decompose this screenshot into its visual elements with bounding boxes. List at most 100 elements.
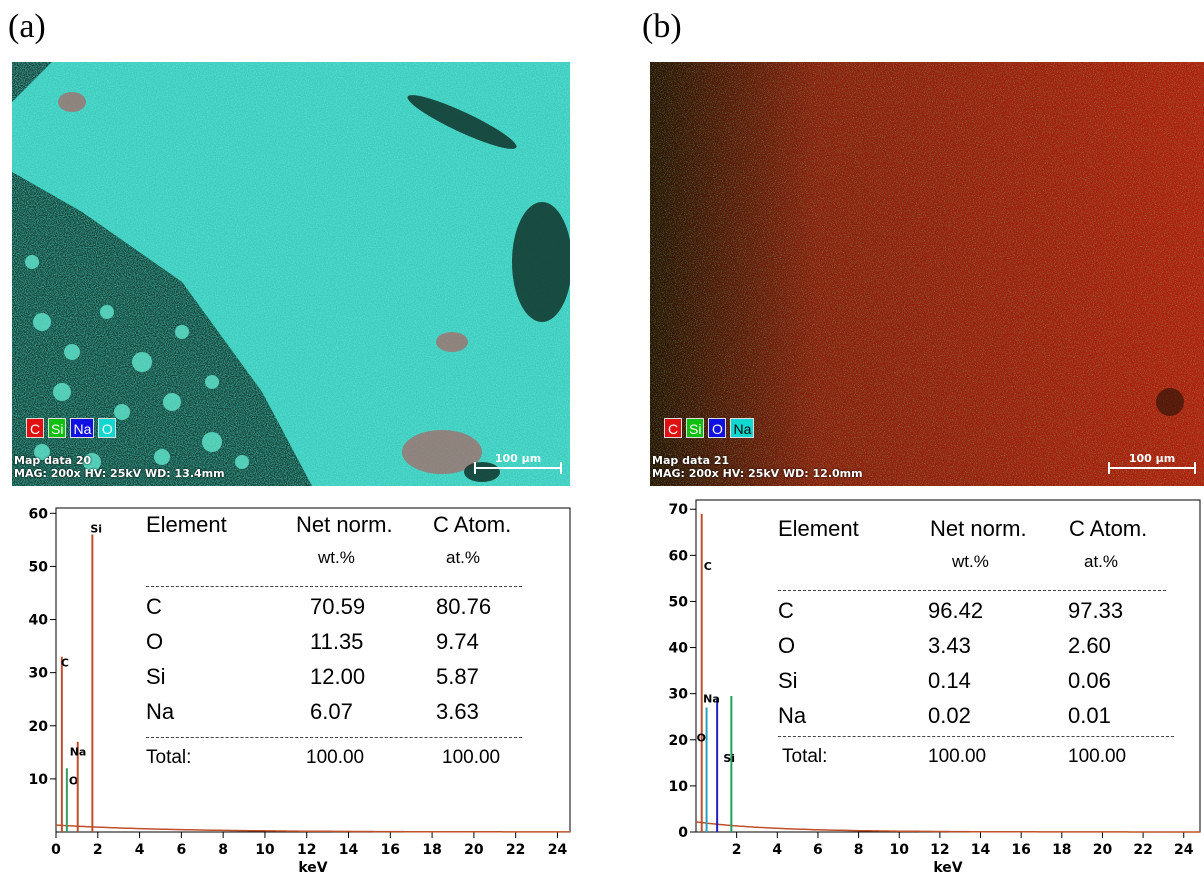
x-tick-label: 16 <box>381 842 400 858</box>
y-tick-label: 10 <box>29 772 49 788</box>
spectrum-a: 10 20 30 40 50 60 0 2 4 6 8 10 12 14 16 18 20 22 24 keV C O Na… <box>0 490 580 880</box>
panel-label-b: (b) <box>642 8 682 45</box>
col-unit-wt: wt.% <box>952 552 989 571</box>
table-divider-top <box>778 590 1166 591</box>
legend-swatch-o: O <box>98 418 117 438</box>
table-divider-bottom <box>146 737 522 738</box>
x-axis-label: keV <box>298 860 327 876</box>
total-at: 100.00 <box>442 747 501 768</box>
row-element: C <box>146 594 162 619</box>
row-at: 3.63 <box>436 699 479 724</box>
col-unit-at: at.% <box>446 548 481 567</box>
x-tick-label: 24 <box>1174 842 1194 858</box>
x-tick-label: 8 <box>854 842 864 858</box>
composition-table-a: Element Net norm. C Atom. wt.% at.% C 70.… <box>146 512 526 772</box>
row-element: Si <box>778 668 798 693</box>
eds-map-image-a <box>12 62 570 486</box>
peak-label: Si <box>90 523 102 536</box>
table-divider-bottom <box>778 736 1174 737</box>
peak-label: O <box>69 774 78 787</box>
y-tick-label: 10 <box>669 779 689 795</box>
total-at: 100.00 <box>1068 746 1127 767</box>
legend-swatch-si: Si <box>686 418 705 438</box>
row-at: 0.06 <box>1068 668 1111 693</box>
y-tick-label: 30 <box>669 687 689 703</box>
col-header-c-atom: C Atom. <box>1069 516 1148 541</box>
legend-swatch-c: C <box>26 418 44 438</box>
eds-map-b: C Si O Na Map data 21 MAG: 200x HV: 25kV… <box>650 62 1204 486</box>
y-tick-label: 40 <box>29 613 49 629</box>
table-divider-top <box>146 586 522 587</box>
row-at: 5.87 <box>436 664 479 689</box>
row-wt: 12.00 <box>310 664 366 689</box>
legend-swatch-o: O <box>708 418 727 438</box>
x-tick-label: 6 <box>176 842 186 858</box>
x-tick-label: 24 <box>548 842 568 858</box>
scale-bar-label: 100 µm <box>494 452 542 465</box>
row-wt: 0.14 <box>928 668 971 693</box>
x-tick-label: 14 <box>339 842 359 858</box>
row-wt: 6.07 <box>310 699 353 724</box>
peak-label: Na <box>703 692 720 705</box>
row-at: 80.76 <box>436 594 492 619</box>
col-header-element: Element <box>778 516 859 541</box>
total-wt: 100.00 <box>928 746 987 767</box>
map-info-b: Map data 21 MAG: 200x HV: 25kV WD: 12.0m… <box>652 454 863 480</box>
x-tick-label: 14 <box>971 842 991 858</box>
y-tick-label: 70 <box>669 502 689 518</box>
total-label: Total: <box>146 747 192 768</box>
row-wt: 3.43 <box>928 633 971 658</box>
scale-bar-a: 100 µm <box>474 452 562 474</box>
map-info-line2: MAG: 200x HV: 25kV WD: 12.0mm <box>652 467 863 480</box>
legend-swatch-na: Na <box>730 418 755 438</box>
peak-label: C <box>704 560 712 573</box>
eds-map-image-b <box>650 62 1204 486</box>
y-tick-label: 30 <box>29 666 49 682</box>
legend-swatch-si: Si <box>48 418 67 438</box>
row-at: 0.01 <box>1068 703 1111 728</box>
x-tick-label: 6 <box>813 842 823 858</box>
x-tick-label: 18 <box>1052 842 1071 858</box>
map-info-line1: Map data 20 <box>14 454 92 467</box>
row-element: Si <box>146 664 166 689</box>
y-tick-label: 0 <box>678 825 688 841</box>
x-tick-label: 12 <box>930 842 949 858</box>
spectrum-b: 0 10 20 30 40 50 60 70 2 4 6 8 10 12 14 16 18 20 22 24 keV C N… <box>634 490 1204 880</box>
col-header-net-norm: Net norm. <box>296 512 393 537</box>
scale-bar-b: 100 µm <box>1108 452 1196 474</box>
row-element: O <box>146 629 164 654</box>
row-wt: 70.59 <box>310 594 366 619</box>
legend-swatch-na: Na <box>70 418 95 438</box>
row-element: Na <box>778 703 807 728</box>
x-axis-label: keV <box>933 860 962 876</box>
x-tick-label: 8 <box>218 842 228 858</box>
x-tick-label: 4 <box>772 842 782 858</box>
peak-label: C <box>61 657 69 670</box>
plot-frame <box>55 507 571 833</box>
y-tick-label: 20 <box>669 733 689 749</box>
row-wt: 11.35 <box>310 629 364 654</box>
row-at: 2.60 <box>1068 633 1111 658</box>
map-legend-a: C Si Na O <box>26 418 117 438</box>
map-info-line2: MAG: 200x HV: 25kV WD: 13.4mm <box>14 467 225 480</box>
x-tick-label: 22 <box>506 842 525 858</box>
peak-label: O <box>697 732 706 745</box>
map-info-a: Map data 20 MAG: 200x HV: 25kV WD: 13.4m… <box>14 454 225 480</box>
y-tick-label: 40 <box>669 641 689 657</box>
col-header-element: Element <box>146 512 227 537</box>
total-label: Total: <box>782 746 828 767</box>
map-legend-b: C Si O Na <box>664 418 755 438</box>
x-tick-label: 22 <box>1133 842 1152 858</box>
y-tick-label: 60 <box>669 548 689 564</box>
x-tick-label: 2 <box>732 842 742 858</box>
scale-bar-label: 100 µm <box>1128 452 1176 465</box>
row-element: Na <box>146 699 175 724</box>
row-at: 97.33 <box>1068 598 1124 623</box>
composition-table-b: Element Net norm. C Atom. wt.% at.% C 96.… <box>778 516 1178 776</box>
map-info-line1: Map data 21 <box>652 454 730 467</box>
x-tick-label: 16 <box>1011 842 1030 858</box>
row-element: O <box>778 633 796 658</box>
spectrum-baseline <box>695 821 1200 833</box>
col-unit-wt: wt.% <box>318 548 355 567</box>
